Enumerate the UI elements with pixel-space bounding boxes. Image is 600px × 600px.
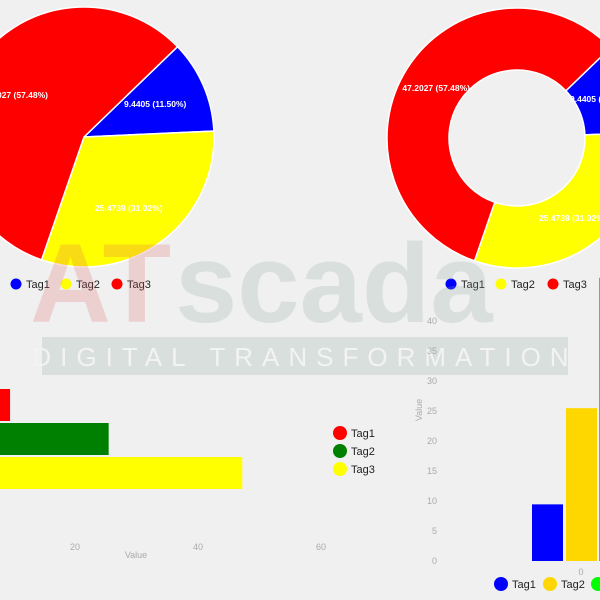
legend-marker-icon: [494, 577, 508, 591]
y-tick-label: 30: [427, 376, 437, 386]
slice-tag1[interactable]: [564, 48, 600, 136]
data-label: 25.4739 (31.02%): [539, 213, 600, 223]
y-tick-label: 40: [427, 316, 437, 326]
legend-label[interactable]: Tag1: [461, 279, 485, 291]
legend-marker-icon: [333, 444, 347, 458]
legend-marker-icon: [333, 462, 347, 476]
legend-label[interactable]: Tag2: [351, 446, 375, 458]
legend-marker-icon: [445, 278, 457, 290]
slice-tag3[interactable]: [386, 7, 600, 262]
y-tick-label: 25: [427, 406, 437, 416]
svg-text:AT: AT: [30, 221, 171, 346]
data-label: 9.4405 (11.50%): [570, 94, 600, 104]
x-tick-label: 40: [193, 542, 203, 552]
legend-label[interactable]: Tag2: [76, 279, 100, 291]
watermark-logo: AT scada DIGITAL TRANSFORMATION: [30, 221, 577, 375]
bar-tag1[interactable]: [532, 504, 563, 561]
legend-marker-icon: [111, 278, 123, 290]
horizontal-bar-chart: 20 40 60 Value Tag1 Tag2 Tag3: [0, 389, 375, 560]
legend-label[interactable]: Tag3: [563, 279, 587, 291]
bar-tag3[interactable]: [0, 457, 243, 489]
svg-text:DIGITAL TRANSFORMATION: DIGITAL TRANSFORMATION: [32, 342, 577, 372]
y-tick-label: 0: [432, 556, 437, 566]
y-tick-label: 35: [427, 346, 437, 356]
legend-label[interactable]: Tag2: [511, 279, 535, 291]
svg-text:scada: scada: [175, 221, 493, 346]
slice-tag3[interactable]: [0, 6, 179, 261]
legend-marker-icon: [543, 577, 557, 591]
legend-marker-icon: [60, 278, 72, 290]
legend-marker-icon: [333, 426, 347, 440]
slice-tag2[interactable]: [473, 132, 600, 269]
legend-marker-icon: [495, 278, 507, 290]
donut-chart: 9.4405 (11.50%) 25.4739 (31.02%) 47.2027 (…: [386, 7, 600, 291]
x-tick-label: 0: [578, 567, 583, 577]
legend-label[interactable]: Tag2: [561, 579, 585, 591]
bar-tag2[interactable]: [0, 423, 109, 455]
y-tick-label: 10: [427, 496, 437, 506]
bar-tag1[interactable]: [0, 389, 11, 421]
legend-marker-icon: [547, 278, 559, 290]
y-tick-label: 5: [432, 526, 437, 536]
legend-label[interactable]: Tag1: [26, 279, 50, 291]
legend-marker-icon: [591, 577, 600, 591]
y-tick-label: 15: [427, 466, 437, 476]
y-tick-label: 20: [427, 436, 437, 446]
data-label: 47.2027 (57.48%): [0, 90, 48, 100]
x-tick-label: 20: [70, 542, 80, 552]
bar-tag2[interactable]: [566, 408, 597, 561]
legend-marker-icon: [10, 278, 22, 290]
y-axis-title: Value: [414, 399, 424, 421]
legend-label[interactable]: Tag1: [351, 428, 375, 440]
slice-tag2[interactable]: [40, 130, 215, 268]
x-axis-title: Value: [125, 550, 147, 560]
data-label: 47.2027 (57.48%): [402, 83, 470, 93]
data-label: 25.4739 (31.02%): [95, 203, 163, 213]
data-label: 9.4405 (11.50%): [124, 99, 187, 109]
pie-chart: 9.4405 (11.50%) 25.4739 (31.02%) 47.2027 (…: [0, 6, 215, 291]
x-tick-label: 60: [316, 542, 326, 552]
slice-tag1[interactable]: [82, 45, 215, 138]
legend-label[interactable]: Tag3: [127, 279, 151, 291]
column-chart: 0 5 10 15 20 25 30 35 40 Value 0 Tag1 Tag2 Tag3: [414, 277, 600, 591]
legend-label[interactable]: Tag1: [512, 579, 536, 591]
legend-label[interactable]: Tag3: [351, 464, 375, 476]
